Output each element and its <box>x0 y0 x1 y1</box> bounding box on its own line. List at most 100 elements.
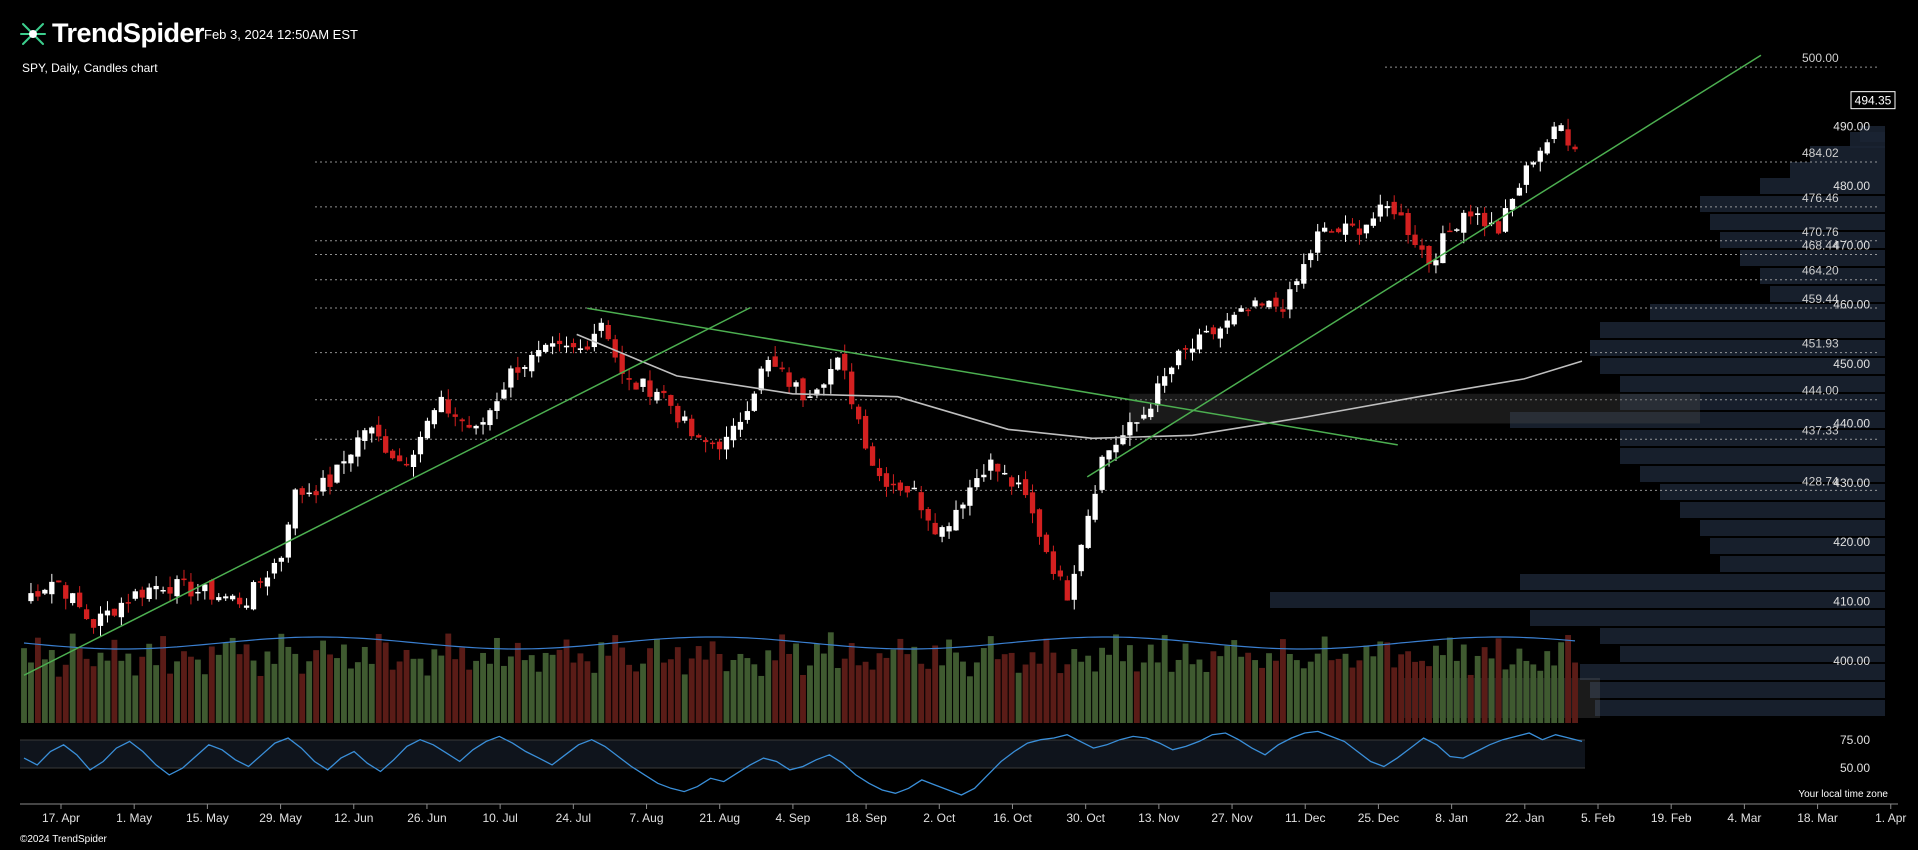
candle-body[interactable] <box>786 372 792 387</box>
candle-body[interactable] <box>181 578 187 581</box>
candle-body[interactable] <box>334 464 340 483</box>
candle-body[interactable] <box>223 596 229 599</box>
candle-body[interactable] <box>438 396 444 413</box>
candle-body[interactable] <box>494 401 500 411</box>
candle-body[interactable] <box>772 356 778 367</box>
candle-body[interactable] <box>1419 245 1425 250</box>
candle-body[interactable] <box>1370 218 1376 226</box>
candle-body[interactable] <box>1315 231 1321 253</box>
candle-body[interactable] <box>1558 125 1564 131</box>
candle-body[interactable] <box>243 605 250 608</box>
candle-body[interactable] <box>327 474 333 487</box>
candle-body[interactable] <box>1259 303 1265 306</box>
candle-body[interactable] <box>376 424 382 437</box>
candle-body[interactable] <box>904 486 910 493</box>
rsi-line[interactable] <box>23 730 1583 796</box>
candle-body[interactable] <box>654 391 660 401</box>
candle-body[interactable] <box>626 378 632 380</box>
candle-body[interactable] <box>1565 129 1571 146</box>
candle-body[interactable] <box>1210 327 1217 335</box>
candle-body[interactable] <box>1384 206 1390 209</box>
candle-body[interactable] <box>876 467 883 477</box>
candle-body[interactable] <box>508 368 514 388</box>
candle-body[interactable] <box>299 488 305 495</box>
candle-body[interactable] <box>403 463 410 466</box>
candle-body[interactable] <box>619 353 625 374</box>
candle-body[interactable] <box>1106 450 1112 460</box>
candle-body[interactable] <box>1328 231 1335 233</box>
candle-body[interactable] <box>633 382 639 390</box>
candle-body[interactable] <box>1523 165 1530 185</box>
candle-body[interactable] <box>1426 245 1432 265</box>
candle-body[interactable] <box>1398 212 1404 216</box>
candle-body[interactable] <box>209 580 215 600</box>
time-axis[interactable]: 17. Apr 1. May 15. May 29. May 12. Jun 26. Ju… <box>20 803 1906 825</box>
candle-body[interactable] <box>751 393 757 411</box>
candle-body[interactable] <box>1120 435 1126 445</box>
candle-body[interactable] <box>591 333 597 348</box>
candle-body[interactable] <box>1127 422 1133 436</box>
candle-body[interactable] <box>459 419 465 422</box>
candle-body[interactable] <box>264 577 271 587</box>
candle-body[interactable] <box>70 593 76 604</box>
candle-body[interactable] <box>1036 509 1043 537</box>
candle-body[interactable] <box>362 430 368 441</box>
candle-body[interactable] <box>563 345 570 348</box>
candle-body[interactable] <box>76 592 83 608</box>
candle-body[interactable] <box>1189 348 1196 353</box>
candle-body[interactable] <box>257 581 264 583</box>
candle-body[interactable] <box>1043 534 1050 553</box>
candle-body[interactable] <box>1050 551 1057 574</box>
candle-body[interactable] <box>1057 570 1063 577</box>
candle-body[interactable] <box>883 473 890 487</box>
candle-body[interactable] <box>925 509 931 521</box>
candle-body[interactable] <box>960 504 966 509</box>
symbol-label[interactable]: SPY, Daily, Candles chart <box>22 61 158 75</box>
candle-body[interactable] <box>556 340 563 345</box>
candle-body[interactable] <box>1155 383 1161 406</box>
candle-body[interactable] <box>800 378 806 401</box>
candle-body[interactable] <box>132 591 138 599</box>
candle-body[interactable] <box>250 582 257 610</box>
candle-body[interactable] <box>1461 212 1467 233</box>
candle-body[interactable] <box>1092 493 1098 520</box>
candle-body[interactable] <box>292 489 298 529</box>
candle-body[interactable] <box>1029 492 1036 514</box>
candle-body[interactable] <box>536 350 542 357</box>
candle-body[interactable] <box>668 395 674 406</box>
candle-body[interactable] <box>139 589 145 598</box>
candle-body[interactable] <box>821 384 827 388</box>
candle-body[interactable] <box>396 455 403 462</box>
candle-body[interactable] <box>1377 204 1383 217</box>
candle-body[interactable] <box>793 382 799 387</box>
candle-body[interactable] <box>1175 350 1182 366</box>
candle-body[interactable] <box>1363 224 1370 234</box>
candle-body[interactable] <box>1530 162 1536 165</box>
trendline[interactable] <box>1086 54 1762 478</box>
candle-body[interactable] <box>160 589 166 592</box>
candle-body[interactable] <box>570 343 577 348</box>
candle-body[interactable] <box>1015 482 1022 485</box>
candle-body[interactable] <box>1294 281 1300 286</box>
candle-body[interactable] <box>1405 213 1411 236</box>
candle-body[interactable] <box>1002 472 1008 475</box>
candle-body[interactable] <box>313 491 319 496</box>
candle-body[interactable] <box>1391 201 1397 215</box>
candle-body[interactable] <box>1245 309 1251 312</box>
candle-body[interactable] <box>849 371 855 405</box>
candle-body[interactable] <box>814 389 820 396</box>
candle-body[interactable] <box>445 399 451 414</box>
candles[interactable] <box>28 118 1578 637</box>
candle-body[interactable] <box>146 587 152 600</box>
candle-body[interactable] <box>63 585 69 599</box>
candle-body[interactable] <box>897 482 904 491</box>
candle-body[interactable] <box>529 354 535 372</box>
candle-body[interactable] <box>702 440 709 443</box>
candle-body[interactable] <box>1071 573 1077 600</box>
candle-body[interactable] <box>647 380 653 397</box>
candle-body[interactable] <box>1308 253 1314 261</box>
candle-body[interactable] <box>466 424 472 428</box>
candle-body[interactable] <box>1231 314 1237 325</box>
candle-body[interactable] <box>90 619 97 628</box>
